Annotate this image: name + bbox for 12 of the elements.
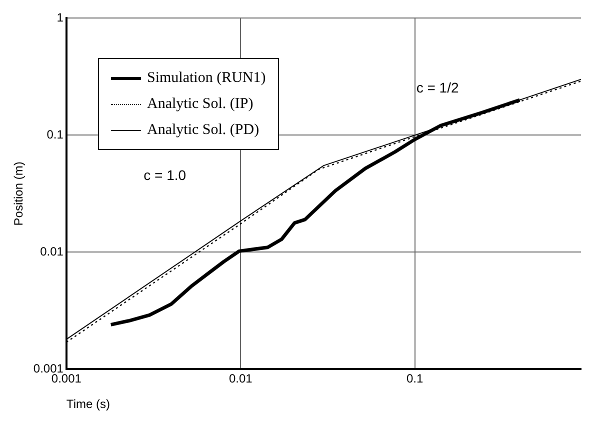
x-tick-label: 0.1 [406, 372, 424, 386]
y-tick-label: 1 [56, 10, 64, 25]
x-tick-label: 0.01 [228, 372, 253, 386]
legend-label: Analytic Sol. (PD) [147, 122, 260, 138]
annotation: c = 1.0 [144, 167, 186, 184]
annotation: c = 1/2 [416, 79, 459, 96]
y-tick-label: 0.1 [46, 128, 64, 142]
x-axis-title: Time (s) [66, 397, 110, 412]
legend-label: Analytic Sol. (IP) [147, 96, 254, 112]
legend-label: Simulation (RUN1) [147, 70, 266, 86]
y-axis-title: Position (m) [12, 162, 26, 226]
y-tick-label: 0.01 [40, 244, 64, 259]
